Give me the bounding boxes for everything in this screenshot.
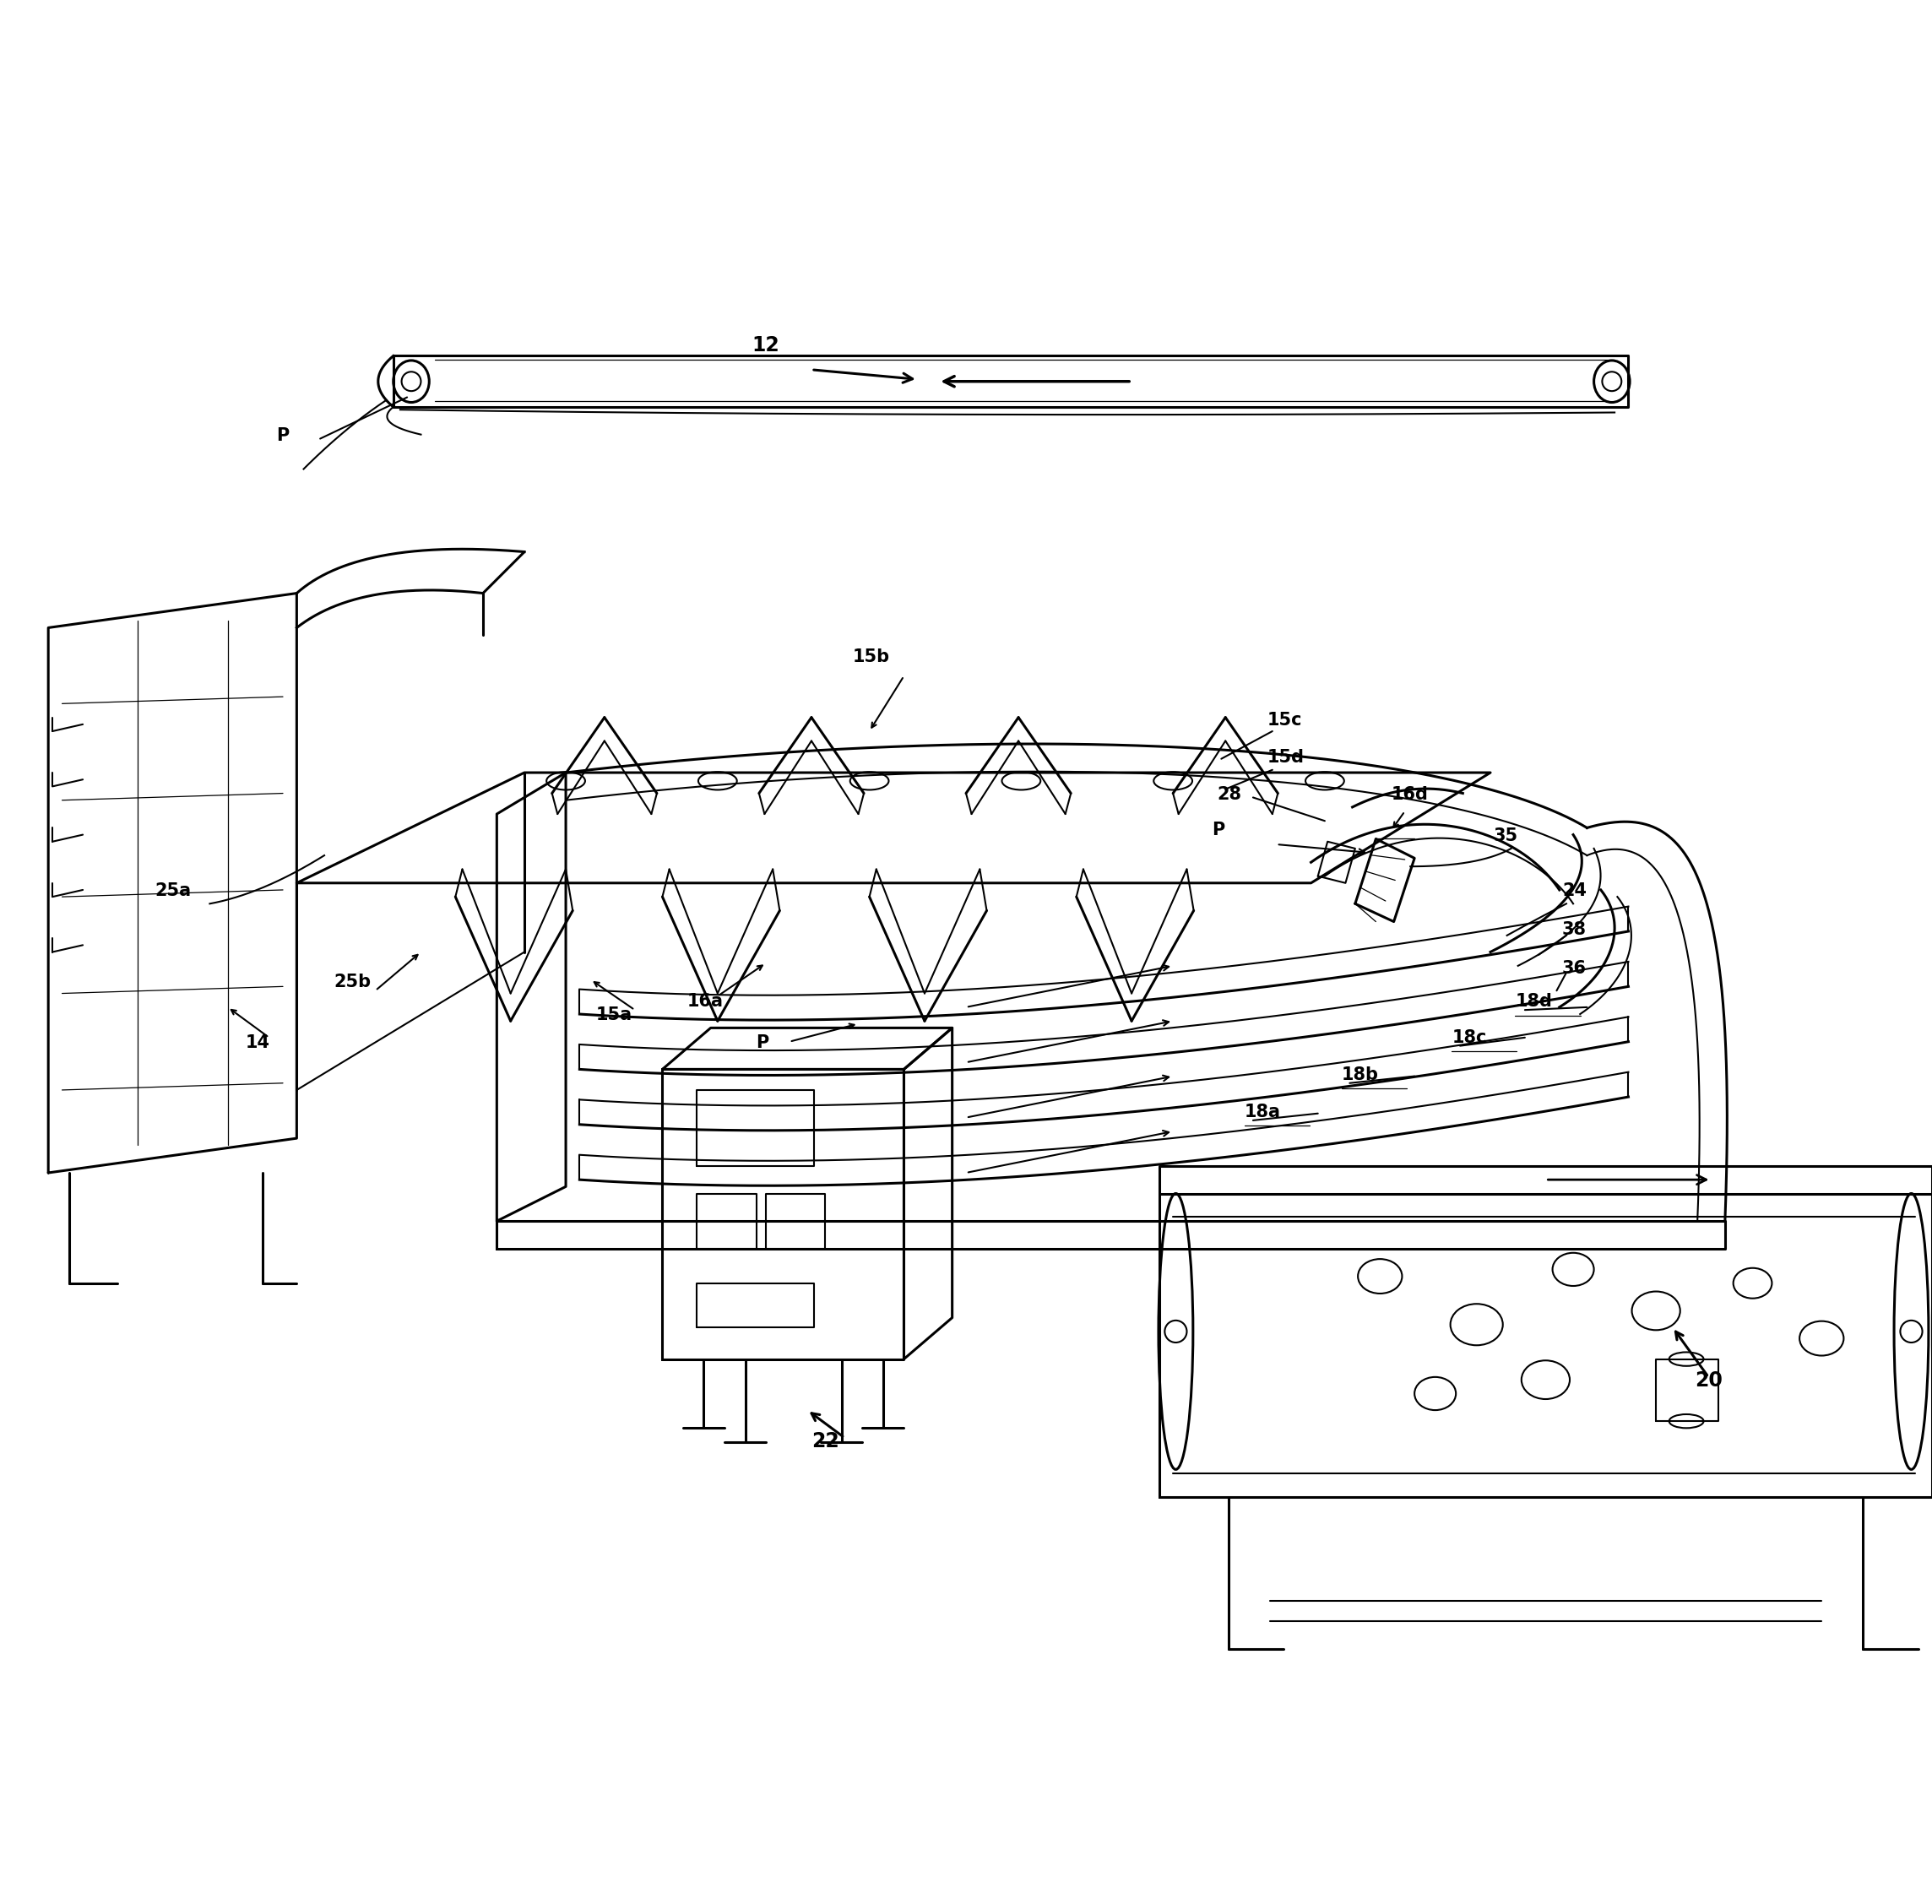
Text: 14: 14 <box>245 1034 270 1051</box>
Text: 22: 22 <box>811 1432 838 1451</box>
Text: P: P <box>755 1034 769 1051</box>
Text: 25b: 25b <box>334 973 371 990</box>
Text: 15d: 15d <box>1267 748 1304 765</box>
Text: 18a: 18a <box>1244 1104 1281 1120</box>
Text: 18c: 18c <box>1451 1028 1488 1045</box>
Text: P: P <box>276 426 290 444</box>
Text: 28: 28 <box>1217 786 1242 803</box>
Text: 12: 12 <box>752 335 781 356</box>
Text: 15b: 15b <box>852 647 891 664</box>
Text: 15c: 15c <box>1267 712 1302 729</box>
Text: 20: 20 <box>1694 1371 1723 1390</box>
Text: 15a: 15a <box>597 1007 632 1024</box>
Text: 18d: 18d <box>1515 994 1551 1009</box>
Text: 38: 38 <box>1563 922 1586 939</box>
Text: 16a: 16a <box>688 994 724 1009</box>
Text: 36: 36 <box>1563 960 1586 977</box>
Text: P: P <box>1211 823 1225 840</box>
Text: 24: 24 <box>1563 883 1586 899</box>
Text: 25a: 25a <box>155 883 191 899</box>
Text: 35: 35 <box>1493 828 1519 843</box>
Text: 16d: 16d <box>1391 786 1428 803</box>
Text: 18b: 18b <box>1341 1066 1379 1083</box>
